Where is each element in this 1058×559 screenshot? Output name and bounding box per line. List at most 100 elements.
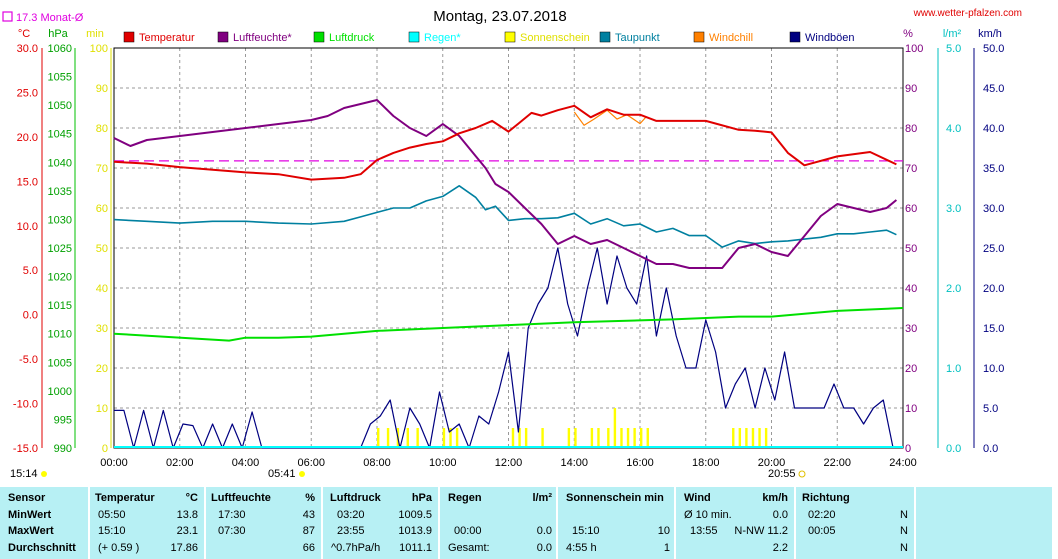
tick-label-min: 80 xyxy=(96,123,108,135)
sun-bar xyxy=(511,428,515,448)
axis-unit-press: hPa xyxy=(48,28,68,40)
tick-label-time: 18:00 xyxy=(692,457,720,469)
legend-label-hum: Luftfeuchte* xyxy=(233,32,292,44)
tick-label-time: 04:00 xyxy=(232,457,260,469)
monthly-avg-label: 17.3 Monat-Ø xyxy=(16,12,84,24)
row-label: MaxWert xyxy=(8,525,54,537)
tick-label-hum: 10 xyxy=(905,403,917,415)
wind-avg-value: 2.2 xyxy=(772,542,788,554)
tick-label-wind: 0.0 xyxy=(983,443,998,455)
tick-label-press: 1025 xyxy=(48,243,72,255)
tick-label-min: 70 xyxy=(96,163,108,175)
tick-label-press: 1010 xyxy=(48,329,72,341)
press-max-value: 1013.9 xyxy=(398,525,432,537)
tick-label-press: 995 xyxy=(54,414,72,426)
tick-label-hum: 0 xyxy=(905,443,911,455)
series-line-taupunkt xyxy=(113,185,897,248)
stats-col-rain: Regen l/m² 00:00 0.0 Gesamt: 0.0 xyxy=(440,487,556,559)
hum-max-value: 87 xyxy=(302,525,315,537)
tick-label-min: 10 xyxy=(96,403,108,415)
stats-table: Sensor MinWert MaxWert Durchschnitt Temp… xyxy=(0,487,1058,559)
tick-label-rain: 2.0 xyxy=(946,283,961,295)
legend-swatch-chill xyxy=(693,31,705,43)
tick-label-rain: 3.0 xyxy=(946,203,961,215)
sun-bar xyxy=(574,428,577,448)
tick-label-press: 1040 xyxy=(48,157,72,169)
series-line-windboeen xyxy=(114,247,894,449)
sun-bar xyxy=(738,428,742,448)
axis-unit-wind: km/h xyxy=(978,28,1002,40)
tick-label-time: 10:00 xyxy=(429,457,457,469)
temp-avg-value: 17.86 xyxy=(170,542,198,554)
hdr-sensor: Sensor xyxy=(8,492,46,504)
axis-unit-hum: % xyxy=(903,28,913,40)
sun-bar xyxy=(758,428,761,448)
legend-swatch-rain xyxy=(408,31,420,43)
temp-avg-trend: (+ 0.59 ) xyxy=(98,542,140,554)
series-line-luftdruck xyxy=(113,307,904,342)
stats-col-sensor: Sensor MinWert MaxWert Durchschnitt xyxy=(0,487,88,559)
sun-bar xyxy=(732,428,735,448)
legend-swatch-gust xyxy=(789,31,801,43)
tick-label-press: 1015 xyxy=(48,300,72,312)
hdr-wind: Wind xyxy=(684,492,711,504)
tick-label-min: 0 xyxy=(102,443,108,455)
hdr-press: Luftdruck xyxy=(330,492,381,504)
legend-swatch-sun xyxy=(504,31,516,43)
tick-label-time: 16:00 xyxy=(626,457,654,469)
dir-min-value: N xyxy=(900,509,908,521)
sun-bar xyxy=(640,428,643,448)
sun-bar xyxy=(416,428,419,448)
sun-max-time: 15:10 xyxy=(572,525,600,537)
tick-label-time: 08:00 xyxy=(363,457,391,469)
hum-min-value: 43 xyxy=(302,509,315,521)
tick-label-wind: 20.0 xyxy=(983,283,1004,295)
legend-label-sun: Sonnenschein xyxy=(520,32,590,44)
site-link[interactable]: www.wetter-pfalzen.com xyxy=(913,8,1022,19)
tick-label-rain: 5.0 xyxy=(946,43,961,55)
tick-label-hum: 40 xyxy=(905,283,917,295)
wind-avg-label: Ø 10 min. xyxy=(684,509,732,521)
sun-bar xyxy=(518,428,521,448)
tick-label-time: 00:00 xyxy=(100,457,128,469)
tick-label-press: 1035 xyxy=(48,186,72,198)
hdr-sun: Sonnenschein min xyxy=(566,492,664,504)
hdr-rain: Regen xyxy=(448,492,482,504)
tick-label-min: 40 xyxy=(96,283,108,295)
rain-total-label: Gesamt: xyxy=(448,542,490,554)
tick-label-temp: 30.0 xyxy=(17,43,38,55)
tick-label-hum: 90 xyxy=(905,83,917,95)
temp-max-time: 15:10 xyxy=(98,525,126,537)
tick-label-press: 1030 xyxy=(48,214,72,226)
stats-col-dir: Richtung 02:20 N 00:05 N N xyxy=(796,487,914,559)
rain-max-value: 0.0 xyxy=(536,525,552,537)
sun-total-time: 4:55 h xyxy=(566,542,597,554)
legend-swatch-press xyxy=(313,31,325,43)
hum-min-time: 17:30 xyxy=(218,509,246,521)
tick-label-rain: 1.0 xyxy=(946,363,961,375)
tick-label-wind: 40.0 xyxy=(983,123,1004,135)
stats-col-hum: Luftfeuchte % 17:30 43 07:30 87 66 xyxy=(206,487,321,559)
tick-label-min: 100 xyxy=(90,43,108,55)
series-line-luftfeuchte xyxy=(113,99,898,269)
sun-total-value: 1 xyxy=(663,542,670,554)
tick-label-press: 1055 xyxy=(48,72,72,84)
sun-bar xyxy=(442,428,446,448)
hdr-hum: Luftfeuchte xyxy=(211,492,271,504)
legend-label-gust: Windböen xyxy=(805,32,855,44)
legend-label-chill: Windchill xyxy=(709,32,753,44)
tick-label-press: 1020 xyxy=(48,272,72,284)
sun-bar xyxy=(646,428,649,448)
tick-label-wind: 5.0 xyxy=(983,403,998,415)
sun-bar xyxy=(406,428,409,448)
tick-label-time: 22:00 xyxy=(823,457,851,469)
hdr-rain-unit: l/m² xyxy=(532,492,552,504)
sun-bar xyxy=(377,428,380,448)
tick-label-hum: 30 xyxy=(905,323,917,335)
legend-label-press: Luftdruck xyxy=(329,32,375,44)
tick-label-press: 1050 xyxy=(48,100,72,112)
stats-col-temp: Temperatur °C 05:50 13.8 15:10 23.1 (+ 0… xyxy=(90,487,204,559)
tick-label-rain: 4.0 xyxy=(946,123,961,135)
